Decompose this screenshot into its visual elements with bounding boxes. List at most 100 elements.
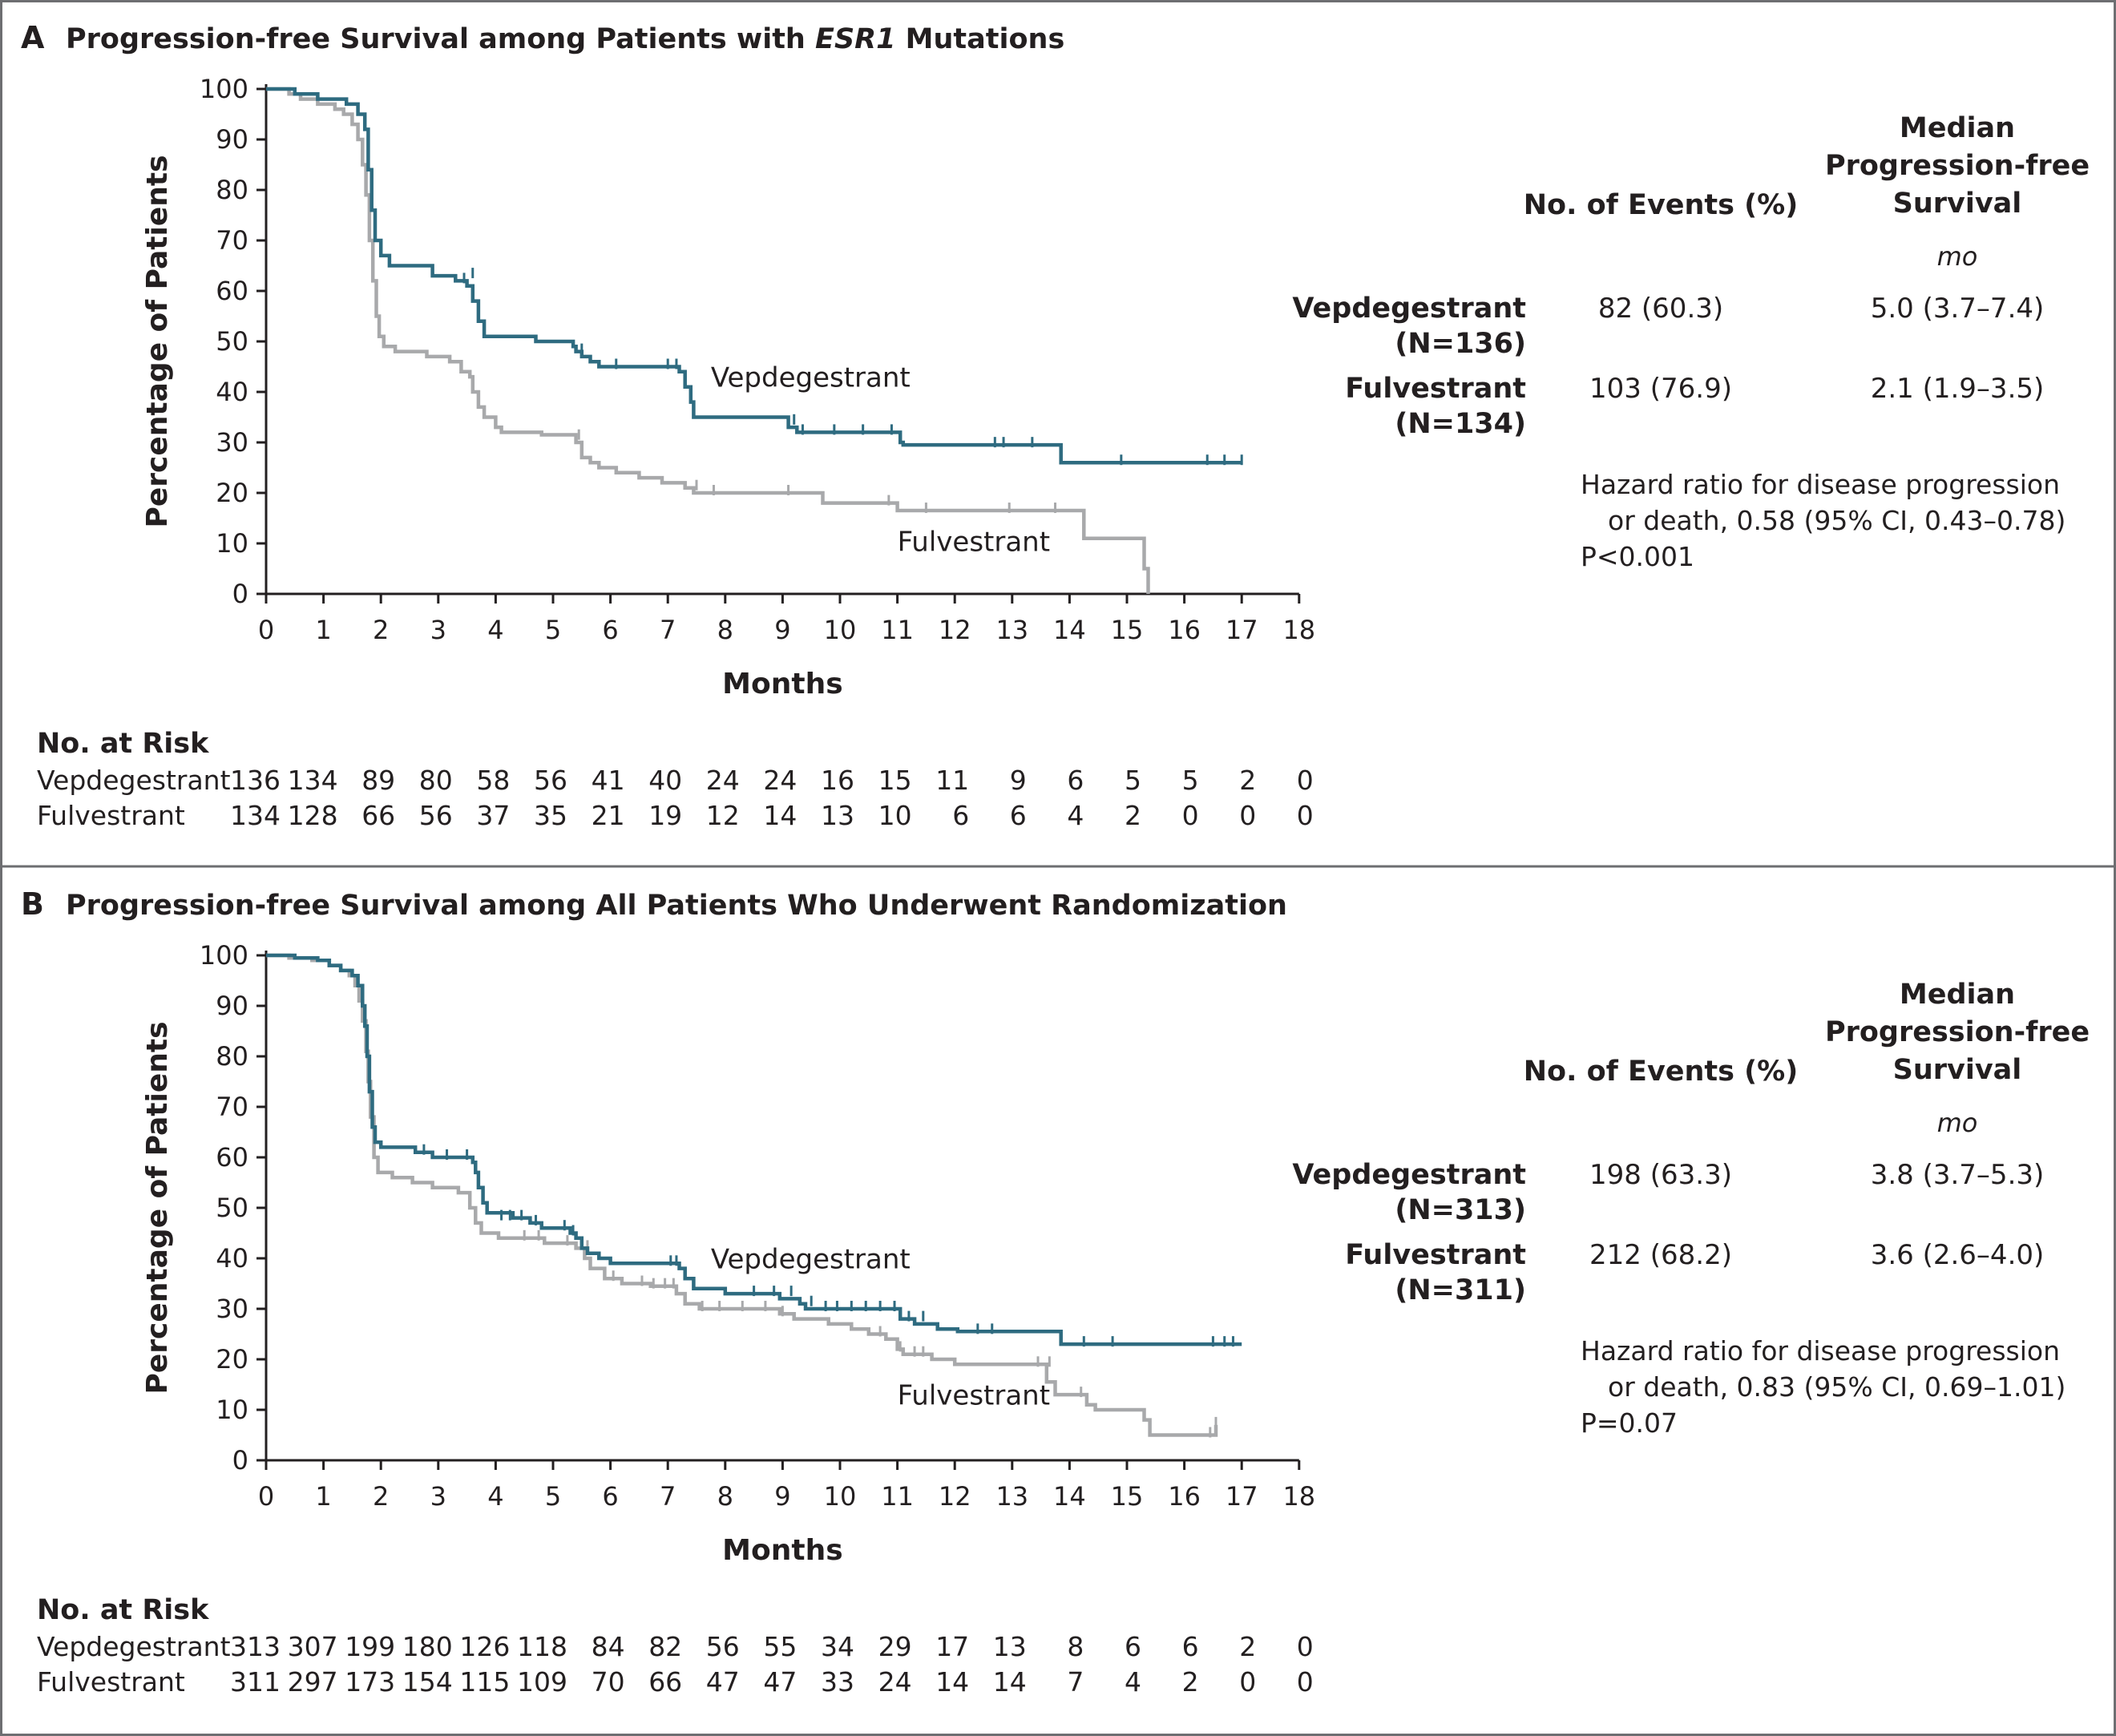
- x-tick-label: 10: [824, 1481, 857, 1512]
- x-tick-label: 2: [373, 1481, 389, 1512]
- hazard-ratio-text: or death, 0.58 (95% CI, 0.43–0.78): [1608, 505, 2066, 536]
- y-tick-label: 40: [216, 1243, 248, 1274]
- summary-row-name: Vepdegestrant: [1292, 1159, 1526, 1191]
- x-tick-label: 9: [774, 1481, 790, 1512]
- risk-count: 0: [1297, 800, 1314, 831]
- risk-count: 89: [361, 765, 395, 796]
- risk-count: 66: [361, 800, 395, 831]
- risk-count: 0: [1297, 1666, 1314, 1698]
- risk-count: 5: [1182, 765, 1199, 796]
- risk-count: 14: [935, 1666, 969, 1698]
- col-header-median: Progression-free: [1825, 150, 2090, 182]
- risk-count: 134: [288, 765, 338, 796]
- risk-row-label: Vepdegestrant: [37, 1631, 231, 1662]
- y-tick-label: 100: [200, 940, 248, 971]
- x-tick-label: 0: [258, 615, 274, 645]
- x-tick-label: 14: [1053, 1481, 1086, 1512]
- x-tick-label: 4: [487, 1481, 503, 1512]
- risk-count: 109: [517, 1666, 567, 1698]
- risk-count: 66: [648, 1666, 682, 1698]
- x-tick-label: 3: [430, 1481, 446, 1512]
- x-axis-label: Months: [722, 668, 842, 700]
- x-tick-label: 12: [939, 615, 971, 645]
- risk-count: 180: [402, 1631, 453, 1662]
- risk-count: 4: [1067, 800, 1084, 831]
- risk-row-label: Vepdegestrant: [37, 765, 231, 796]
- y-tick-label: 30: [216, 1294, 248, 1324]
- risk-count: 14: [763, 800, 797, 831]
- col-header-events: No. of Events (%): [1524, 189, 1798, 221]
- summary-median: 2.1 (1.9–3.5): [1871, 373, 2045, 405]
- risk-count: 6: [1067, 765, 1084, 796]
- risk-count: 136: [230, 765, 281, 796]
- risk-count: 29: [878, 1631, 912, 1662]
- risk-count: 2: [1125, 800, 1141, 831]
- x-tick-label: 17: [1226, 615, 1258, 645]
- summary-row-name: Fulvestrant: [1345, 373, 1526, 405]
- risk-count: 2: [1239, 765, 1256, 796]
- x-tick-label: 7: [660, 1481, 676, 1512]
- hazard-ratio-text: P=0.07: [1581, 1407, 1678, 1439]
- col-header-median: Survival: [1893, 188, 2022, 220]
- y-tick-label: 10: [216, 1395, 248, 1425]
- risk-count: 37: [476, 800, 510, 831]
- risk-count: 84: [592, 1631, 625, 1662]
- y-axis-label: Percentage of Patients: [141, 155, 174, 527]
- risk-count: 41: [592, 765, 625, 796]
- risk-count: 70: [592, 1666, 625, 1698]
- risk-count: 0: [1297, 1631, 1314, 1662]
- x-tick-label: 15: [1111, 615, 1144, 645]
- panel-title: Progression-free Survival among All Pati…: [66, 890, 1287, 922]
- y-tick-label: 50: [216, 326, 248, 357]
- x-tick-label: 8: [717, 1481, 733, 1512]
- risk-count: 173: [345, 1666, 395, 1698]
- risk-count: 24: [878, 1666, 912, 1698]
- x-tick-label: 1: [315, 615, 331, 645]
- y-tick-label: 60: [216, 1142, 248, 1173]
- y-tick-label: 10: [216, 528, 248, 559]
- y-tick-label: 70: [216, 1092, 248, 1122]
- y-tick-label: 80: [216, 1041, 248, 1072]
- x-tick-label: 0: [258, 1481, 274, 1512]
- risk-count: 19: [648, 800, 682, 831]
- y-tick-label: 20: [216, 1344, 248, 1375]
- curve-label-fulvestrant: Fulvestrant: [898, 1380, 1050, 1412]
- risk-count: 24: [706, 765, 740, 796]
- y-tick-label: 90: [216, 991, 248, 1021]
- summary-row-name: Fulvestrant: [1345, 1239, 1526, 1271]
- summary-median: 5.0 (3.7–7.4): [1871, 293, 2045, 325]
- y-tick-label: 80: [216, 175, 248, 205]
- risk-count: 154: [402, 1666, 453, 1698]
- risk-count: 0: [1239, 800, 1256, 831]
- median-unit: mo: [1937, 241, 1978, 272]
- summary-row-n: (N=134): [1395, 408, 1526, 440]
- col-header-median: Progression-free: [1825, 1016, 2090, 1048]
- risk-count: 14: [993, 1666, 1027, 1698]
- x-tick-label: 5: [545, 1481, 561, 1512]
- risk-table-header: No. at Risk: [37, 1594, 209, 1626]
- panel-title-italic: ESR1: [815, 23, 895, 55]
- summary-events: 198 (63.3): [1589, 1159, 1732, 1191]
- x-tick-label: 13: [995, 1481, 1028, 1512]
- summary-median: 3.6 (2.6–4.0): [1871, 1239, 2045, 1271]
- summary-row-n: (N=136): [1395, 328, 1526, 360]
- km-curve-vepdegestrant: [266, 87, 1242, 465]
- panel-letter: B: [21, 886, 44, 922]
- panel-title: Progression-free Survival among Patients…: [66, 23, 1064, 55]
- risk-count: 13: [821, 800, 854, 831]
- risk-count: 6: [952, 800, 969, 831]
- risk-row-label: Fulvestrant: [37, 1666, 185, 1698]
- risk-count: 0: [1239, 1666, 1256, 1698]
- risk-count: 4: [1125, 1666, 1141, 1698]
- risk-count: 15: [878, 765, 912, 796]
- y-tick-label: 100: [200, 74, 248, 104]
- risk-count: 16: [821, 765, 854, 796]
- risk-table-header: No. at Risk: [37, 728, 209, 760]
- x-axis-label: Months: [722, 1534, 842, 1567]
- x-tick-label: 8: [717, 615, 733, 645]
- risk-count: 34: [821, 1631, 854, 1662]
- risk-count: 56: [534, 765, 567, 796]
- risk-count: 115: [459, 1666, 510, 1698]
- risk-count: 6: [1182, 1631, 1199, 1662]
- x-tick-label: 1: [315, 1481, 331, 1512]
